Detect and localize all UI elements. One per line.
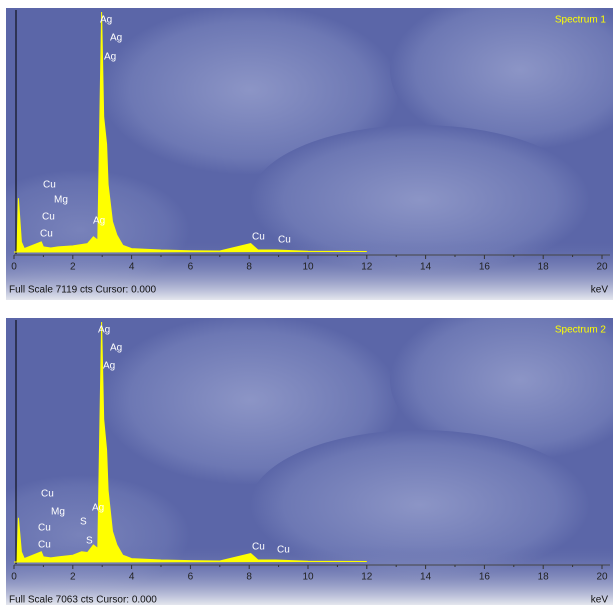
x-tick-label: 12 <box>361 262 373 273</box>
peak-label: Cu <box>40 229 53 240</box>
peak-label: Cu <box>38 523 51 534</box>
peak-label: S <box>80 517 87 528</box>
peak-label: Cu <box>38 540 51 551</box>
x-tick-label: 8 <box>246 572 252 583</box>
x-tick-label: 20 <box>596 572 608 583</box>
peak-label: Cu <box>252 542 265 553</box>
peak-label: Ag <box>98 325 110 336</box>
peak-label: Cu <box>278 235 291 246</box>
x-tick-label: 16 <box>479 262 491 273</box>
x-tick-label: 18 <box>538 572 550 583</box>
legend-entry: Spectrum 1 <box>555 15 607 26</box>
peak-label: Cu <box>252 232 265 243</box>
peak-label: Cu <box>43 180 56 191</box>
x-tick-label: 0 <box>11 262 17 273</box>
peak-label: Mg <box>54 195 68 206</box>
peak-label: Ag <box>104 52 116 63</box>
peak-label: Cu <box>277 545 290 556</box>
x-tick-label: 14 <box>420 572 432 583</box>
x-tick-label: 2 <box>70 572 76 583</box>
peak-label: Ag <box>110 33 122 44</box>
footer: Full Scale 7119 cts Cursor: 0.000 <box>9 285 157 296</box>
x-tick-label: 6 <box>188 572 194 583</box>
panel-background <box>6 8 613 300</box>
x-tick-label: 0 <box>11 572 17 583</box>
x-tick-label: 8 <box>246 262 252 273</box>
peak-label: Cu <box>41 489 54 500</box>
x-tick-label: 10 <box>302 262 314 273</box>
x-tick-label: 10 <box>302 572 314 583</box>
peak-label: Ag <box>92 503 104 514</box>
legend-entry: Spectrum 2 <box>555 325 607 336</box>
x-axis-label: keV <box>591 595 609 605</box>
footer: Full Scale 7063 cts Cursor: 0.000 <box>9 595 157 605</box>
peak-label: Ag <box>110 343 122 354</box>
peak-label: Ag <box>93 216 105 227</box>
peak-label: Cu <box>42 212 55 223</box>
x-tick-label: 4 <box>129 572 135 583</box>
x-tick-label: 4 <box>129 262 135 273</box>
x-tick-label: 20 <box>596 262 608 273</box>
x-tick-label: 2 <box>70 262 76 273</box>
x-tick-label: 18 <box>538 262 550 273</box>
spectrum-area <box>13 321 367 563</box>
peak-label: Ag <box>100 15 112 26</box>
x-tick-label: 12 <box>361 572 373 583</box>
x-tick-label: 14 <box>420 262 432 273</box>
peak-label: S <box>86 536 93 547</box>
x-axis-label: keV <box>591 285 609 296</box>
x-tick-label: 16 <box>479 572 491 583</box>
peak-label: Mg <box>51 507 65 518</box>
spectrum-area <box>13 11 367 253</box>
x-tick-label: 6 <box>188 262 194 273</box>
peak-label: Ag <box>103 361 115 372</box>
